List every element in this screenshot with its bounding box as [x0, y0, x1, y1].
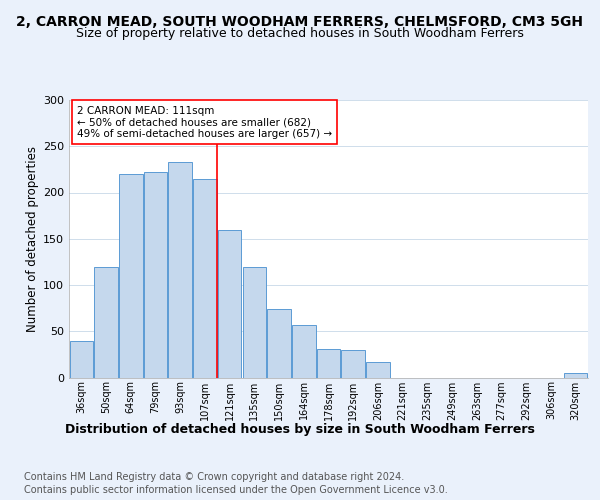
- Bar: [94, 266, 118, 378]
- Bar: [119, 174, 143, 378]
- Bar: [144, 172, 167, 378]
- Bar: [292, 325, 316, 378]
- Text: Contains public sector information licensed under the Open Government Licence v3: Contains public sector information licen…: [24, 485, 448, 495]
- Text: 2 CARRON MEAD: 111sqm
← 50% of detached houses are smaller (682)
49% of semi-det: 2 CARRON MEAD: 111sqm ← 50% of detached …: [77, 106, 332, 138]
- Bar: [70, 340, 93, 378]
- Bar: [193, 178, 217, 378]
- Bar: [268, 309, 291, 378]
- Bar: [317, 349, 340, 378]
- Bar: [169, 162, 192, 378]
- Bar: [242, 266, 266, 378]
- Text: Distribution of detached houses by size in South Woodham Ferrers: Distribution of detached houses by size …: [65, 422, 535, 436]
- Bar: [564, 373, 587, 378]
- Text: Size of property relative to detached houses in South Woodham Ferrers: Size of property relative to detached ho…: [76, 28, 524, 40]
- Bar: [366, 362, 389, 378]
- Y-axis label: Number of detached properties: Number of detached properties: [26, 146, 39, 332]
- Bar: [218, 230, 241, 378]
- Text: Contains HM Land Registry data © Crown copyright and database right 2024.: Contains HM Land Registry data © Crown c…: [24, 472, 404, 482]
- Text: 2, CARRON MEAD, SOUTH WOODHAM FERRERS, CHELMSFORD, CM3 5GH: 2, CARRON MEAD, SOUTH WOODHAM FERRERS, C…: [17, 15, 583, 29]
- Bar: [341, 350, 365, 378]
